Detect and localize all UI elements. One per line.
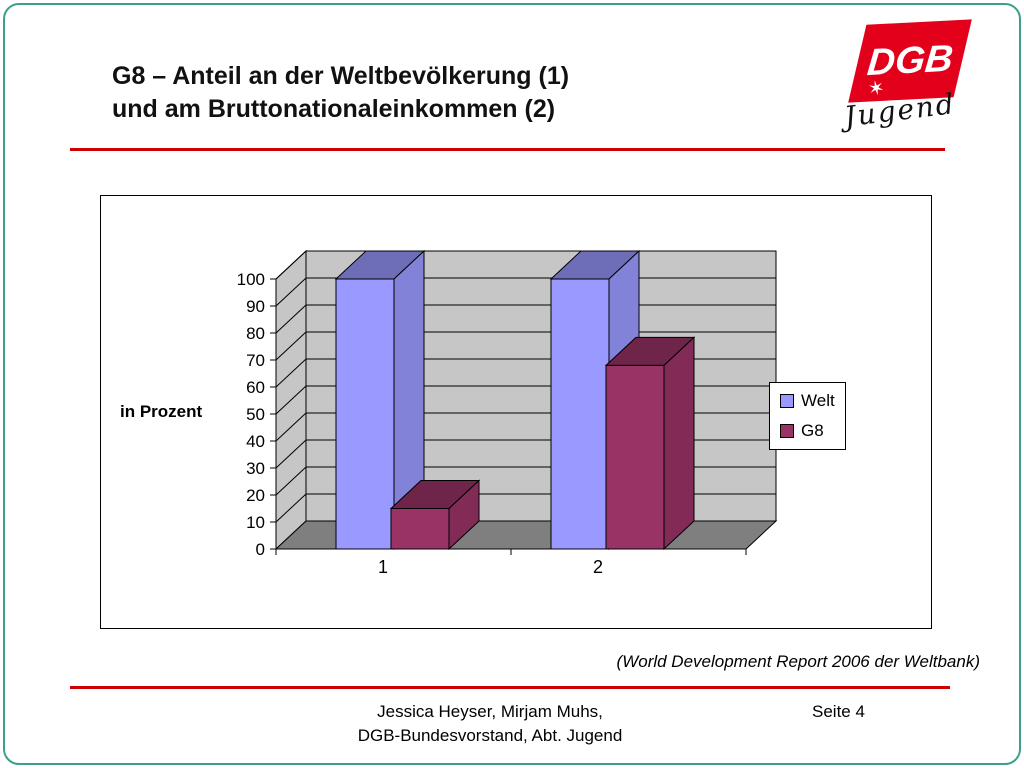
legend-entry-welt: Welt [780,391,835,411]
y-tick-label: 20 [246,486,265,505]
dgb-logo: DGB ✶ Jugend [832,12,982,157]
chart-legend: Welt G8 [769,382,846,450]
title-rule [70,148,945,151]
legend-label: G8 [801,421,824,440]
chart-canvas: 0 10 20 30 40 50 60 70 80 90 100 1 2 [237,249,778,577]
side-gridline [275,358,307,388]
source-note: (World Development Report 2006 der Weltb… [616,652,980,671]
x-category-label: 1 [378,557,388,577]
y-tick-label: 50 [246,405,265,424]
footer-rule [70,686,950,689]
footer: Jessica Heyser, Mirjam Muhs, DGB-Bundesv… [280,700,700,748]
footer-line-1: Jessica Heyser, Mirjam Muhs, [377,702,603,721]
legend-label: Welt [801,391,835,410]
y-tick-label: 70 [246,351,265,370]
bar-welt-2 [550,278,610,550]
legend-swatch-icon [780,394,794,408]
x-category-label: 2 [593,557,603,577]
y-tick-label: 60 [246,378,265,397]
bar-g8-1 [390,508,450,550]
legend-swatch-icon [780,424,794,438]
y-tick-label: 10 [246,513,265,532]
title-line-1: G8 – Anteil an der Weltbevölkerung (1) [112,62,570,90]
bar-welt-1 [335,278,395,550]
y-tick-label: 90 [246,297,265,316]
side-gridline [275,250,307,280]
side-gridline [275,439,307,469]
side-gridline [275,385,307,415]
y-tick-label: 40 [246,432,265,451]
side-gridline [275,493,307,523]
y-tick-label: 30 [246,459,265,478]
page-number: Seite 4 [812,702,865,721]
legend-entry-g8: G8 [780,421,835,441]
y-axis-title: in Prozent [120,402,203,421]
bar-side-g8-2 [663,336,695,551]
y-tick-label: 100 [237,270,265,289]
side-gridline [275,304,307,334]
chart-frame: 0 10 20 30 40 50 60 70 80 90 100 1 2 Welt G8 [100,195,932,629]
bar-g8-2 [605,364,665,550]
slide-border [3,3,1021,765]
side-gridline [275,466,307,496]
side-gridline [275,277,307,307]
title-line-2: und am Bruttonationaleinkommen (2) [112,95,556,123]
y-tick-label: 80 [246,324,265,343]
footer-line-2: DGB-Bundesvorstand, Abt. Jugend [357,726,623,745]
side-gridline [275,331,307,361]
y-tick-label: 0 [256,540,265,559]
slide-title: G8 – Anteil an der Weltbevölkerung (1) u… [112,60,569,126]
side-gridline [275,412,307,442]
